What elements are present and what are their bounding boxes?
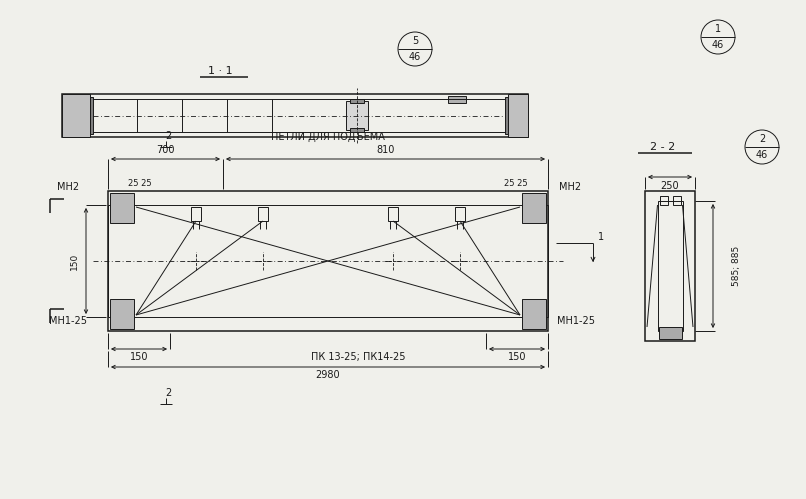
- Text: 810: 810: [376, 145, 395, 155]
- Bar: [350, 128, 364, 132]
- Text: 2: 2: [165, 131, 171, 141]
- Bar: [455, 207, 465, 221]
- Text: 2: 2: [759, 134, 765, 144]
- Text: 250: 250: [661, 181, 679, 191]
- Text: 2 - 2: 2 - 2: [650, 142, 675, 152]
- Text: МН1-25: МН1-25: [557, 316, 595, 326]
- Bar: [659, 327, 682, 339]
- Bar: [522, 299, 546, 329]
- Text: 46: 46: [756, 150, 768, 160]
- Bar: [659, 196, 667, 205]
- Bar: [388, 207, 398, 221]
- Text: МН1-25: МН1-25: [49, 316, 87, 326]
- Bar: [508, 94, 528, 137]
- Bar: [62, 94, 90, 137]
- Text: 46: 46: [712, 40, 724, 50]
- Text: 150: 150: [69, 252, 78, 269]
- Text: 1: 1: [598, 232, 604, 242]
- Text: МН2: МН2: [57, 182, 79, 192]
- Text: ПЕТЛИ ДЛЯ ПОДЪЕМА: ПЕТЛИ ДЛЯ ПОДЪЕМА: [271, 132, 385, 142]
- Bar: [258, 207, 268, 221]
- Text: 5: 5: [412, 36, 418, 46]
- Bar: [191, 207, 201, 221]
- Text: 1: 1: [715, 24, 721, 34]
- Text: 2: 2: [165, 388, 171, 398]
- Bar: [505, 97, 508, 134]
- Text: 1 · 1: 1 · 1: [208, 66, 232, 76]
- Text: 25 25: 25 25: [505, 179, 528, 188]
- Text: 150: 150: [508, 352, 526, 362]
- Bar: [346, 101, 368, 130]
- Bar: [108, 191, 548, 331]
- Text: МН2: МН2: [559, 182, 581, 192]
- Bar: [90, 97, 93, 134]
- Text: 25 25: 25 25: [128, 179, 152, 188]
- Bar: [645, 191, 695, 341]
- Bar: [522, 193, 546, 223]
- Text: 46: 46: [409, 52, 421, 62]
- Text: 585; 885: 585; 885: [733, 246, 742, 286]
- Bar: [108, 205, 548, 317]
- Bar: [350, 99, 364, 103]
- Text: 700: 700: [156, 145, 175, 155]
- Bar: [672, 196, 680, 205]
- Bar: [62, 94, 528, 137]
- Text: 150: 150: [130, 352, 148, 362]
- Text: ПК 13-25; ПК14-25: ПК 13-25; ПК14-25: [311, 352, 405, 362]
- Bar: [110, 193, 134, 223]
- Bar: [110, 299, 134, 329]
- Text: 2980: 2980: [316, 370, 340, 380]
- Bar: [448, 96, 466, 103]
- Bar: [658, 201, 683, 331]
